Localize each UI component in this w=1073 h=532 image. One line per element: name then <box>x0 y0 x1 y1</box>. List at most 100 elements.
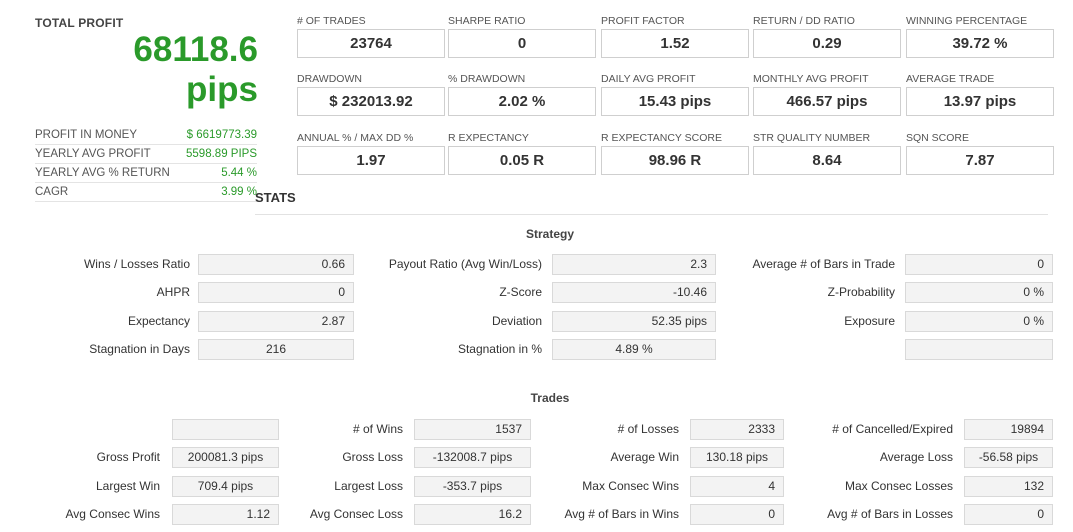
trades-label: Largest Win <box>95 479 160 493</box>
trades-label: # of Wins <box>352 422 403 436</box>
profit-stat-row: YEARLY AVG % RETURN 5.44 % <box>35 164 257 183</box>
trades-value: 1.12 <box>172 504 279 525</box>
metric-label: SHARPE RATIO <box>448 15 526 27</box>
trades-label: Avg Consec Wins <box>65 507 160 521</box>
total-profit-title: TOTAL PROFIT <box>35 16 124 30</box>
trades-title: Trades <box>530 391 570 405</box>
trades-label: Average Win <box>610 450 679 464</box>
trades-label: Avg # of Bars in Losses <box>827 507 953 521</box>
strategy-label: Wins / Losses Ratio <box>83 257 190 271</box>
strategy-value: 0.66 <box>198 254 354 275</box>
metric-value: 23764 <box>297 29 445 58</box>
total-profit-value: 68118.6 <box>133 30 258 69</box>
strategy-label: Stagnation in Days <box>89 342 190 356</box>
strategy-value: -10.46 <box>552 282 716 303</box>
metric-label: DAILY AVG PROFIT <box>601 73 696 85</box>
metric-daily-avg-profit: DAILY AVG PROFIT 15.43 pips <box>601 72 749 116</box>
metric-label: WINNING PERCENTAGE <box>906 15 1028 27</box>
metric-value: 0.05 R <box>448 146 596 175</box>
strategy-value: 2.3 <box>552 254 716 275</box>
metric-winning-percentage: WINNING PERCENTAGE 39.72 % <box>906 14 1054 58</box>
metric-value: 98.96 R <box>601 146 749 175</box>
profit-stat-value: 5598.89 PIPS <box>186 148 257 160</box>
total-profit-unit: pips <box>186 70 258 109</box>
trades-value: 19894 <box>964 419 1053 440</box>
metric-label: # OF TRADES <box>297 15 366 27</box>
profit-stat-row: PROFIT IN MONEY $ 6619773.39 <box>35 126 257 145</box>
metric-return-dd-ratio: RETURN / DD RATIO 0.29 <box>753 14 901 58</box>
trades-label: Gross Profit <box>96 450 160 464</box>
metric-value: 39.72 % <box>906 29 1054 58</box>
strategy-label: Z-Score <box>499 285 542 299</box>
strategy-label: Deviation <box>491 314 542 328</box>
strategy-value: 52.35 pips <box>552 311 716 332</box>
profit-stat-label: CAGR <box>35 186 69 198</box>
trades-value: 0 <box>964 504 1053 525</box>
profit-stat-row: CAGR 3.99 % <box>35 183 257 202</box>
profit-stat-label: YEARLY AVG % RETURN <box>35 167 170 179</box>
strategy-label: Stagnation in % <box>457 342 542 356</box>
metric-value: 7.87 <box>906 146 1054 175</box>
trades-value: 200081.3 pips <box>172 447 279 468</box>
metric-value: 8.64 <box>753 146 901 175</box>
metric-label: % DRAWDOWN <box>448 73 526 85</box>
trades-value: -56.58 pips <box>964 447 1053 468</box>
strategy-label: Expectancy <box>127 314 190 328</box>
trades-label: Avg # of Bars in Wins <box>564 507 680 521</box>
trades-value: 4 <box>690 476 784 497</box>
metric-label: DRAWDOWN <box>297 73 362 85</box>
metric-average-trade: AVERAGE TRADE 13.97 pips <box>906 72 1054 116</box>
strategy-label: Payout Ratio (Avg Win/Loss) <box>388 257 542 271</box>
metric-value: 466.57 pips <box>753 87 901 116</box>
trades-value: -132008.7 pips <box>414 447 531 468</box>
metric-annual-max-dd: ANNUAL % / MAX DD % 1.97 <box>297 131 445 175</box>
strategy-value <box>905 339 1053 360</box>
metric-label: R EXPECTANCY SCORE <box>601 132 722 144</box>
metric-r-expectancy: R EXPECTANCY 0.05 R <box>448 131 596 175</box>
trades-value: 709.4 pips <box>172 476 279 497</box>
profit-stat-label: PROFIT IN MONEY <box>35 129 138 141</box>
strategy-label: Z-Probability <box>827 285 895 299</box>
trades-label: Gross Loss <box>342 450 403 464</box>
trades-label: Avg Consec Loss <box>309 507 403 521</box>
metric-label: MONTHLY AVG PROFIT <box>753 73 869 85</box>
metric-percent-drawdown: % DRAWDOWN 2.02 % <box>448 72 596 116</box>
total-profit-panel: TOTAL PROFIT 68118.6 pips <box>35 10 260 108</box>
trades-value: 0 <box>690 504 784 525</box>
metric-sqn-score: SQN SCORE 7.87 <box>906 131 1054 175</box>
metric-value: 1.97 <box>297 146 445 175</box>
strategy-value: 0 <box>198 282 354 303</box>
strategy-value: 4.89 % <box>552 339 716 360</box>
strategy-value: 0 % <box>905 311 1053 332</box>
metric-profit-factor: PROFIT FACTOR 1.52 <box>601 14 749 58</box>
strategy-label: AHPR <box>156 285 190 299</box>
profit-stat-label: YEARLY AVG PROFIT <box>35 148 151 160</box>
metric-label: RETURN / DD RATIO <box>753 15 855 27</box>
trades-label: Max Consec Wins <box>582 479 679 493</box>
metric-label: STR QUALITY NUMBER <box>753 132 871 144</box>
trades-label: Max Consec Losses <box>844 479 953 493</box>
trades-value: 132 <box>964 476 1053 497</box>
metric-value: 1.52 <box>601 29 749 58</box>
metric-value: 0 <box>448 29 596 58</box>
trades-value: 2333 <box>690 419 784 440</box>
trades-value <box>172 419 279 440</box>
metric-label: AVERAGE TRADE <box>906 73 995 85</box>
metric-label: PROFIT FACTOR <box>601 15 685 27</box>
trades-label: # of Losses <box>617 422 679 436</box>
strategy-value: 0 % <box>905 282 1053 303</box>
metric-trades-count: # OF TRADES 23764 <box>297 14 445 58</box>
profit-stat-value: 3.99 % <box>221 186 257 198</box>
metric-value: 13.97 pips <box>906 87 1054 116</box>
metric-monthly-avg-profit: MONTHLY AVG PROFIT 466.57 pips <box>753 72 901 116</box>
trades-label: Average Loss <box>879 450 953 464</box>
metric-drawdown: DRAWDOWN $ 232013.92 <box>297 72 445 116</box>
metric-str-quality-number: STR QUALITY NUMBER 8.64 <box>753 131 901 175</box>
profit-stats-list: PROFIT IN MONEY $ 6619773.39 YEARLY AVG … <box>35 126 257 202</box>
metric-r-expectancy-score: R EXPECTANCY SCORE 98.96 R <box>601 131 749 175</box>
metric-label: ANNUAL % / MAX DD % <box>297 132 414 144</box>
strategy-label: Exposure <box>844 314 895 328</box>
trades-value: 16.2 <box>414 504 531 525</box>
metric-sharpe-ratio: SHARPE RATIO 0 <box>448 14 596 58</box>
metric-label: SQN SCORE <box>906 132 970 144</box>
